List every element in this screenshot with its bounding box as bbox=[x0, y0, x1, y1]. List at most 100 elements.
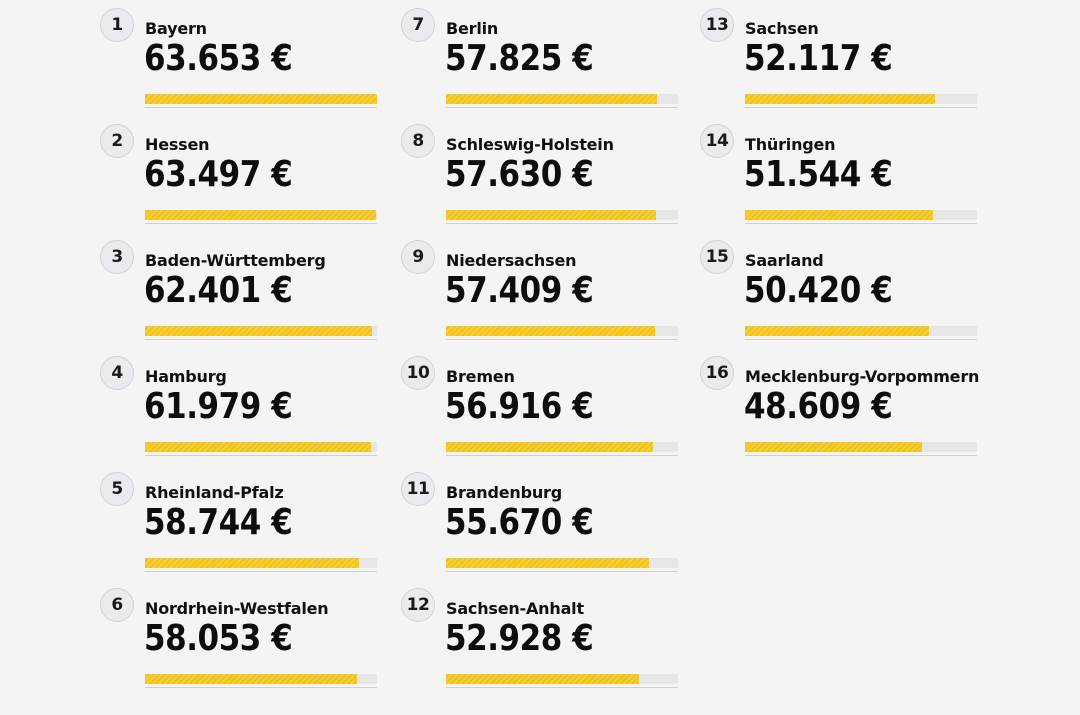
ranking-card: 8 Schleswig-Holstein 57.630 € bbox=[401, 116, 681, 226]
ranking-card: 7 Berlin 57.825 € bbox=[401, 0, 681, 110]
ranking-card: 5 Rheinland-Pfalz 58.744 € bbox=[100, 464, 380, 574]
salary-bar-fill bbox=[446, 442, 654, 452]
state-name: Mecklenburg-Vorpommern bbox=[745, 367, 980, 386]
salary-bar bbox=[145, 326, 377, 336]
salary-bar-fill bbox=[446, 674, 639, 684]
bar-underline bbox=[446, 339, 678, 340]
ranking-card: 9 Niedersachsen 57.409 € bbox=[401, 232, 681, 342]
salary-bar bbox=[446, 558, 678, 568]
rank-badge: 6 bbox=[100, 588, 134, 622]
rank-badge: 8 bbox=[401, 124, 435, 158]
salary-value: 48.609 € bbox=[744, 386, 893, 427]
salary-bar-fill bbox=[145, 210, 377, 220]
state-name: Saarland bbox=[745, 251, 824, 270]
salary-value: 58.744 € bbox=[144, 502, 293, 543]
state-name: Sachsen bbox=[745, 19, 819, 38]
salary-value: 58.053 € bbox=[144, 618, 293, 659]
ranking-card: 10 Bremen 56.916 € bbox=[401, 348, 681, 458]
rank-badge: 13 bbox=[700, 8, 734, 42]
salary-bar bbox=[145, 442, 377, 452]
bar-underline bbox=[446, 107, 678, 108]
rank-badge: 9 bbox=[401, 240, 435, 274]
state-name: Nordrhein-Westfalen bbox=[145, 599, 329, 618]
bar-underline bbox=[145, 687, 377, 688]
ranking-card: 1 Bayern 63.653 € bbox=[100, 0, 380, 110]
rank-badge: 1 bbox=[100, 8, 134, 42]
ranking-card: 11 Brandenburg 55.670 € bbox=[401, 464, 681, 574]
salary-value: 62.401 € bbox=[144, 270, 293, 311]
salary-bar-fill bbox=[145, 442, 371, 452]
bar-underline bbox=[446, 455, 678, 456]
rank-badge: 2 bbox=[100, 124, 134, 158]
salary-bar-fill bbox=[446, 210, 657, 220]
state-name: Schleswig-Holstein bbox=[446, 135, 614, 154]
rank-badge: 5 bbox=[100, 472, 134, 506]
salary-bar-fill bbox=[446, 94, 657, 104]
ranking-card: 6 Nordrhein-Westfalen 58.053 € bbox=[100, 580, 380, 690]
salary-bar bbox=[145, 674, 377, 684]
ranking-card: 15 Saarland 50.420 € bbox=[700, 232, 980, 342]
salary-bar-fill bbox=[446, 326, 656, 336]
state-name: Bremen bbox=[446, 367, 515, 386]
bar-underline bbox=[446, 223, 678, 224]
salary-value: 56.916 € bbox=[445, 386, 594, 427]
state-name: Bayern bbox=[145, 19, 207, 38]
bar-underline bbox=[446, 687, 678, 688]
ranking-card: 2 Hessen 63.497 € bbox=[100, 116, 380, 226]
salary-bar bbox=[446, 326, 678, 336]
salary-bar bbox=[745, 210, 977, 220]
state-name: Niedersachsen bbox=[446, 251, 577, 270]
salary-value: 63.497 € bbox=[144, 154, 293, 195]
bar-underline bbox=[145, 455, 377, 456]
bar-underline bbox=[145, 107, 377, 108]
salary-bar bbox=[145, 210, 377, 220]
ranking-card: 14 Thüringen 51.544 € bbox=[700, 116, 980, 226]
ranking-card: 13 Sachsen 52.117 € bbox=[700, 0, 980, 110]
state-name: Hamburg bbox=[145, 367, 227, 386]
bar-underline bbox=[145, 339, 377, 340]
bar-underline bbox=[446, 571, 678, 572]
bar-underline bbox=[145, 223, 377, 224]
rank-badge: 16 bbox=[700, 356, 734, 390]
salary-bar bbox=[745, 442, 977, 452]
state-name: Baden-Württemberg bbox=[145, 251, 326, 270]
salary-bar bbox=[145, 94, 377, 104]
rank-badge: 14 bbox=[700, 124, 734, 158]
state-name: Sachsen-Anhalt bbox=[446, 599, 584, 618]
state-name: Berlin bbox=[446, 19, 499, 38]
salary-value: 57.630 € bbox=[445, 154, 594, 195]
ranking-card: 3 Baden-Württemberg 62.401 € bbox=[100, 232, 380, 342]
salary-bar bbox=[745, 94, 977, 104]
salary-value: 63.653 € bbox=[144, 38, 293, 79]
salary-bar-fill bbox=[745, 210, 933, 220]
rank-badge: 4 bbox=[100, 356, 134, 390]
salary-bar bbox=[446, 442, 678, 452]
salary-value: 57.825 € bbox=[445, 38, 594, 79]
bar-underline bbox=[745, 339, 977, 340]
salary-value: 51.544 € bbox=[744, 154, 893, 195]
bar-underline bbox=[745, 107, 977, 108]
salary-bar-fill bbox=[745, 442, 923, 452]
salary-bar-fill bbox=[145, 94, 377, 104]
state-name: Rheinland-Pfalz bbox=[145, 483, 284, 502]
salary-bar-fill bbox=[745, 94, 935, 104]
ranking-card: 16 Mecklenburg-Vorpommern 48.609 € bbox=[700, 348, 980, 458]
ranking-card: 12 Sachsen-Anhalt 52.928 € bbox=[401, 580, 681, 690]
salary-value: 55.670 € bbox=[445, 502, 594, 543]
salary-value: 52.117 € bbox=[744, 38, 893, 79]
salary-bar-fill bbox=[145, 674, 357, 684]
salary-value: 57.409 € bbox=[445, 270, 594, 311]
salary-value: 52.928 € bbox=[445, 618, 594, 659]
bar-underline bbox=[745, 223, 977, 224]
salary-bar bbox=[446, 674, 678, 684]
state-name: Brandenburg bbox=[446, 483, 562, 502]
salary-bar bbox=[446, 210, 678, 220]
salary-value: 61.979 € bbox=[144, 386, 293, 427]
rank-badge: 10 bbox=[401, 356, 435, 390]
rank-badge: 11 bbox=[401, 472, 435, 506]
bar-underline bbox=[145, 571, 377, 572]
rank-badge: 12 bbox=[401, 588, 435, 622]
salary-bar-fill bbox=[446, 558, 649, 568]
rank-badge: 7 bbox=[401, 8, 435, 42]
